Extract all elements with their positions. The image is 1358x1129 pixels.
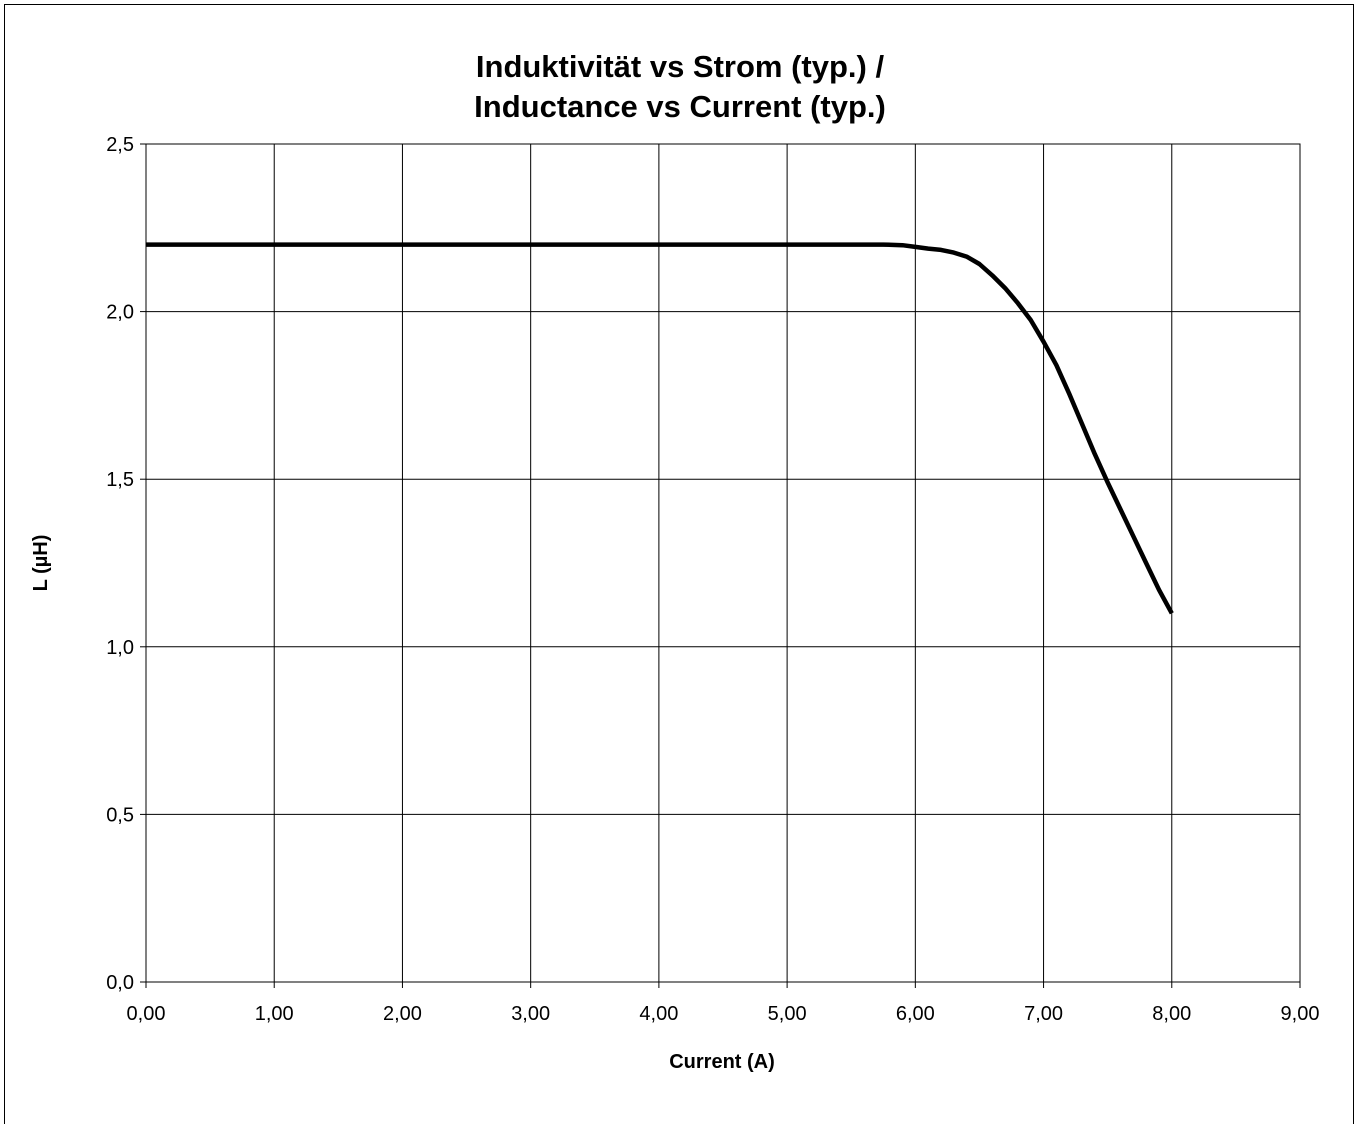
- tick-layer: 0,00 1,00 2,00 3,00 4,00 5,00 6,00 7,00 8,00 9,00…: [106, 134, 1319, 1025]
- chart-title-line-1: Induktivität vs Strom (typ.) /: [476, 49, 885, 84]
- y-tick-label: 1,0: [106, 637, 134, 659]
- x-tick-label: 4,00: [639, 1003, 678, 1025]
- y-tick-label: 1,5: [106, 469, 134, 491]
- x-tick-label: 0,00: [127, 1003, 166, 1025]
- y-tick-label: 0,0: [106, 972, 134, 994]
- plot-area: [145, 143, 1301, 983]
- chart-border: [4, 4, 1354, 1129]
- y-tick-label: 2,5: [106, 134, 134, 156]
- series-layer: [146, 242, 1174, 615]
- y-axis-title: L (µH): [30, 535, 52, 592]
- x-tick-label: 6,00: [896, 1003, 935, 1025]
- y-tick-label: 0,5: [106, 804, 134, 826]
- x-tick-label: 3,00: [511, 1003, 550, 1025]
- x-tick-label: 1,00: [255, 1003, 294, 1025]
- x-tick-label: 7,00: [1024, 1003, 1063, 1025]
- x-axis-title: Current (A): [669, 1051, 775, 1073]
- x-tick-label: 8,00: [1152, 1003, 1191, 1025]
- x-tick-label: 2,00: [383, 1003, 422, 1025]
- chart-title-line-2: Inductance vs Current (typ.): [474, 89, 886, 124]
- x-tick-label: 5,00: [768, 1003, 807, 1025]
- y-tick-label: 2,0: [106, 302, 134, 324]
- x-tick-label: 9,00: [1281, 1003, 1320, 1025]
- series-line-inductance: [146, 242, 1174, 615]
